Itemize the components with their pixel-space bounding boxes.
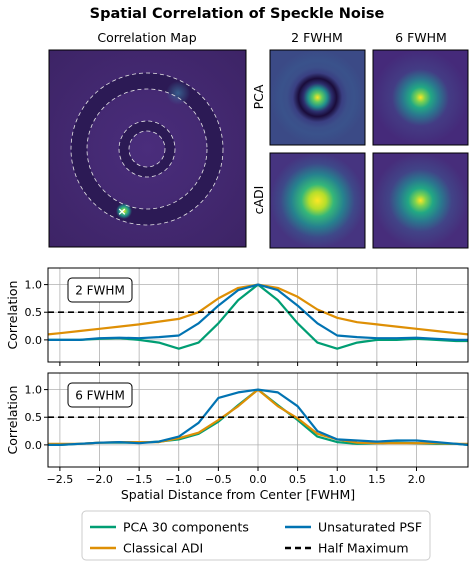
series-line-3 [48,283,468,341]
map-bright-blob [166,81,190,105]
x-tick-label: 0.0 [249,473,267,486]
row-label-cadi: cADI [251,186,266,215]
map-ring [70,72,224,226]
row-label-pca: PCA [251,84,266,109]
correlation-chart-6fwhm: 0.0 0.5 1.0 −2.5 −2.0 −1.5 −1.0 −0.5 0.0 0.5 1.0 1.… [5,372,469,502]
map-ring [86,88,208,210]
x-tick-label: −1.0 [165,473,192,486]
annotation-box [67,277,133,303]
map-marker: × [117,205,126,218]
map-inner-annulus [119,121,175,177]
legend-label-4: Half Maximum [318,541,409,556]
map-title: Correlation Map [97,30,196,45]
col-label-6fwhm: 6 FWHM [395,30,447,45]
y-tick-label: 0.0 [25,334,43,347]
x-tick-label: 2.0 [408,473,426,486]
legend-frame [81,510,431,561]
image-pca-2fwhm [269,49,366,146]
figure-title: Spatial Correlation of Speckle Noise [90,6,385,22]
annotation-box [67,382,133,408]
y-tick-label: 1.0 [25,384,43,397]
annotation-label: 2 FWHM [75,284,125,298]
series-line-3 [48,388,469,446]
map-bright-spot [116,203,132,219]
legend-label-3: Unsaturated PSF [318,520,422,535]
legend: PCA 30 components Classical ADI Unsaturate… [81,510,431,561]
x-tick-label: 1.5 [368,473,386,486]
x-tick-label: 0.5 [289,473,307,486]
map-ring [128,130,166,168]
x-tick-label: −0.5 [205,473,232,486]
x-tick-label: −2.5 [47,473,74,486]
image-pca-6fwhm [372,49,469,146]
image-cadi-6fwhm [372,152,469,249]
image-cadi-2fwhm [269,152,366,249]
x-tick-label: −1.5 [126,473,153,486]
y-tick-label: 0.0 [25,439,43,452]
x-axis-label: Spatial Distance from Center [FWHM] [121,487,355,502]
map-outer-annulus [71,73,223,225]
y-tick-label: 0.5 [25,306,43,319]
legend-label-1: PCA 30 components [123,520,249,535]
correlation-chart-2fwhm: 0.0 0.5 1.0 Correlation 2 FWHM [5,267,469,366]
col-label-2fwhm: 2 FWHM [291,30,343,45]
x-tick-label: −2.0 [86,473,113,486]
y-axis-label: Correlation [5,386,20,455]
correlation-map: × [48,49,247,248]
annotation-label: 6 FWHM [75,389,125,403]
y-axis-label: Correlation [5,281,20,350]
y-tick-label: 0.5 [25,411,43,424]
legend-label-2: Classical ADI [123,541,203,556]
map-ring [118,120,176,178]
y-tick-label: 1.0 [25,279,43,292]
x-tick-label: 1.0 [328,473,346,486]
